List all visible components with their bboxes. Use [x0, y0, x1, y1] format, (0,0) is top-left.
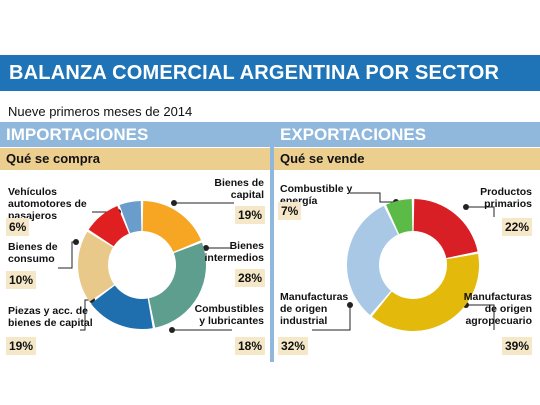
imports-subheader-label: Qué se compra	[6, 151, 100, 166]
label-primarios: Productos primarios	[480, 186, 532, 210]
slice-moi	[347, 205, 398, 316]
section-divider	[270, 122, 274, 362]
label-intermedios: Bienes intermedios	[204, 240, 264, 264]
leader-agropecuario	[466, 304, 495, 330]
slice-vehiculos	[119, 201, 142, 234]
label-piezas: Piezas y acc. de bienes de capital	[8, 305, 93, 329]
slice-productos-primarios	[413, 199, 478, 258]
imports-donut	[77, 201, 206, 329]
label-consumo: Bienes de consumo	[8, 241, 58, 265]
pct-piezas: 19%	[6, 337, 37, 355]
pct-intermedios: 28%	[235, 269, 266, 287]
page-title: BALANZA COMERCIAL ARGENTINA POR SECTOR	[9, 62, 500, 84]
pct-primarios: 22%	[502, 218, 533, 236]
exports-header: EXPORTACIONES	[274, 122, 540, 147]
leader-consumo-dot	[73, 239, 79, 245]
pct-vehiculos: 6%	[6, 218, 30, 236]
pct-consumo: 10%	[6, 271, 37, 289]
exports-subheader: Qué se vende	[274, 148, 540, 170]
imports-subheader: Qué se compra	[0, 148, 270, 170]
label-agropecuario: Manufacturas de origen agropecuario	[463, 291, 532, 327]
slice-moa	[371, 253, 479, 331]
leader-combustible-energia	[350, 192, 396, 203]
leader-intermedios-dot	[203, 245, 209, 251]
exports-donut	[347, 199, 479, 331]
imports-header-label: IMPORTACIONES	[6, 125, 149, 144]
label-combustibles: Combustibles y lubricantes	[194, 303, 264, 327]
imports-header: IMPORTACIONES	[0, 122, 270, 147]
slice-combustibles	[90, 285, 153, 329]
label-vehiculos: Vehículos automotores de pasajeros	[8, 186, 87, 222]
leader-industrial-dot	[347, 302, 353, 308]
label-capital: Bienes de capital	[214, 177, 264, 201]
leader-industrial	[312, 305, 351, 331]
pct-capital: 19%	[235, 206, 266, 224]
slice-combustible-energia	[386, 199, 413, 234]
leader-combustibles-dot	[169, 327, 175, 333]
leader-capital-dot	[171, 200, 177, 206]
leader-primarios	[466, 206, 495, 217]
pct-combustible-energia: 7%	[278, 202, 302, 220]
subtitle: Nueve primeros meses de 2014	[8, 104, 193, 119]
exports-subheader-label: Qué se vende	[280, 151, 365, 166]
pct-industrial: 32%	[278, 337, 309, 355]
slice-piezas	[77, 231, 115, 302]
pct-combustibles: 18%	[235, 337, 266, 355]
title-bar: BALANZA COMERCIAL ARGENTINA POR SECTOR	[0, 55, 540, 91]
exports-header-label: EXPORTACIONES	[280, 125, 427, 144]
leader-lines	[58, 192, 495, 333]
leader-primarios-dot	[463, 204, 469, 210]
pct-agropecuario: 39%	[502, 337, 533, 355]
slice-bienes-consumo	[88, 205, 129, 247]
slice-bienes-intermedios	[149, 242, 206, 328]
label-industrial: Manufacturas de origen industrial	[280, 291, 349, 327]
slice-bienes-capital	[142, 201, 202, 252]
